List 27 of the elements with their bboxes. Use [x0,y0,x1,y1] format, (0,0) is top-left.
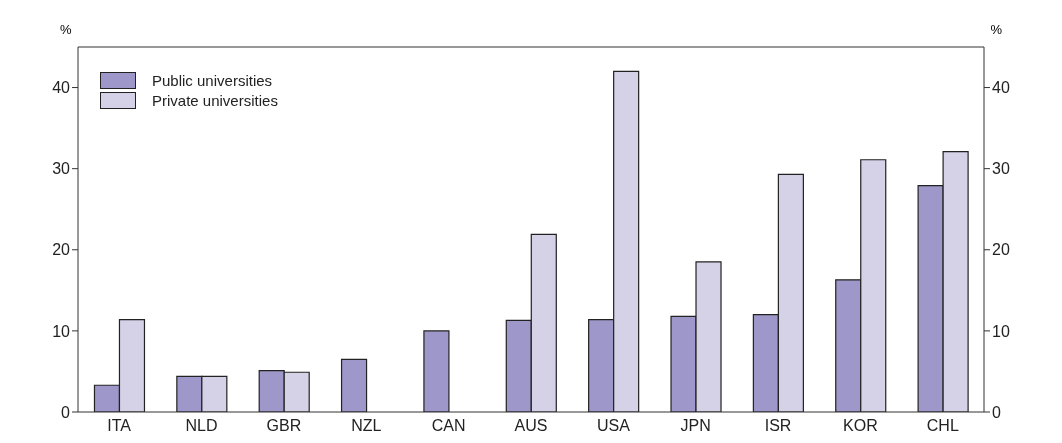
y2-tick-label: 40 [992,79,1010,97]
x-tick-label: USA [596,417,631,435]
x-tick-label: NLD [185,417,218,435]
y2-axis-title: % [990,22,1002,37]
x-tick-label: NZL [351,417,382,435]
y-tick-label: 10 [52,322,71,340]
x-tick-label: KOR [843,417,878,435]
x-tick-label: AUS [514,417,548,435]
y-tick-label: 20 [52,241,71,259]
legend-label: Public universities [152,71,273,89]
bar [340,358,368,412]
y-tick-label: 0 [61,403,71,421]
x-tick-label: CAN [431,417,466,435]
y-tick-label: 30 [52,160,71,178]
y2-tick-label: 10 [992,322,1010,340]
x-tick-label: ITA [107,417,132,435]
x-tick-label: GBR [266,417,302,435]
y-axis-title: % [60,22,72,37]
y2-tick-label: 30 [992,160,1010,178]
y2-tick-label: 0 [992,403,1001,421]
x-tick-label: CHL [926,417,959,435]
y2-tick-label: 20 [992,241,1010,259]
x-tick-label: ISR [764,417,792,435]
x-tick-label: JPN [680,417,711,435]
legend-label: Private universities [152,91,278,109]
bar [423,330,450,412]
y-tick-label: 40 [52,79,71,97]
